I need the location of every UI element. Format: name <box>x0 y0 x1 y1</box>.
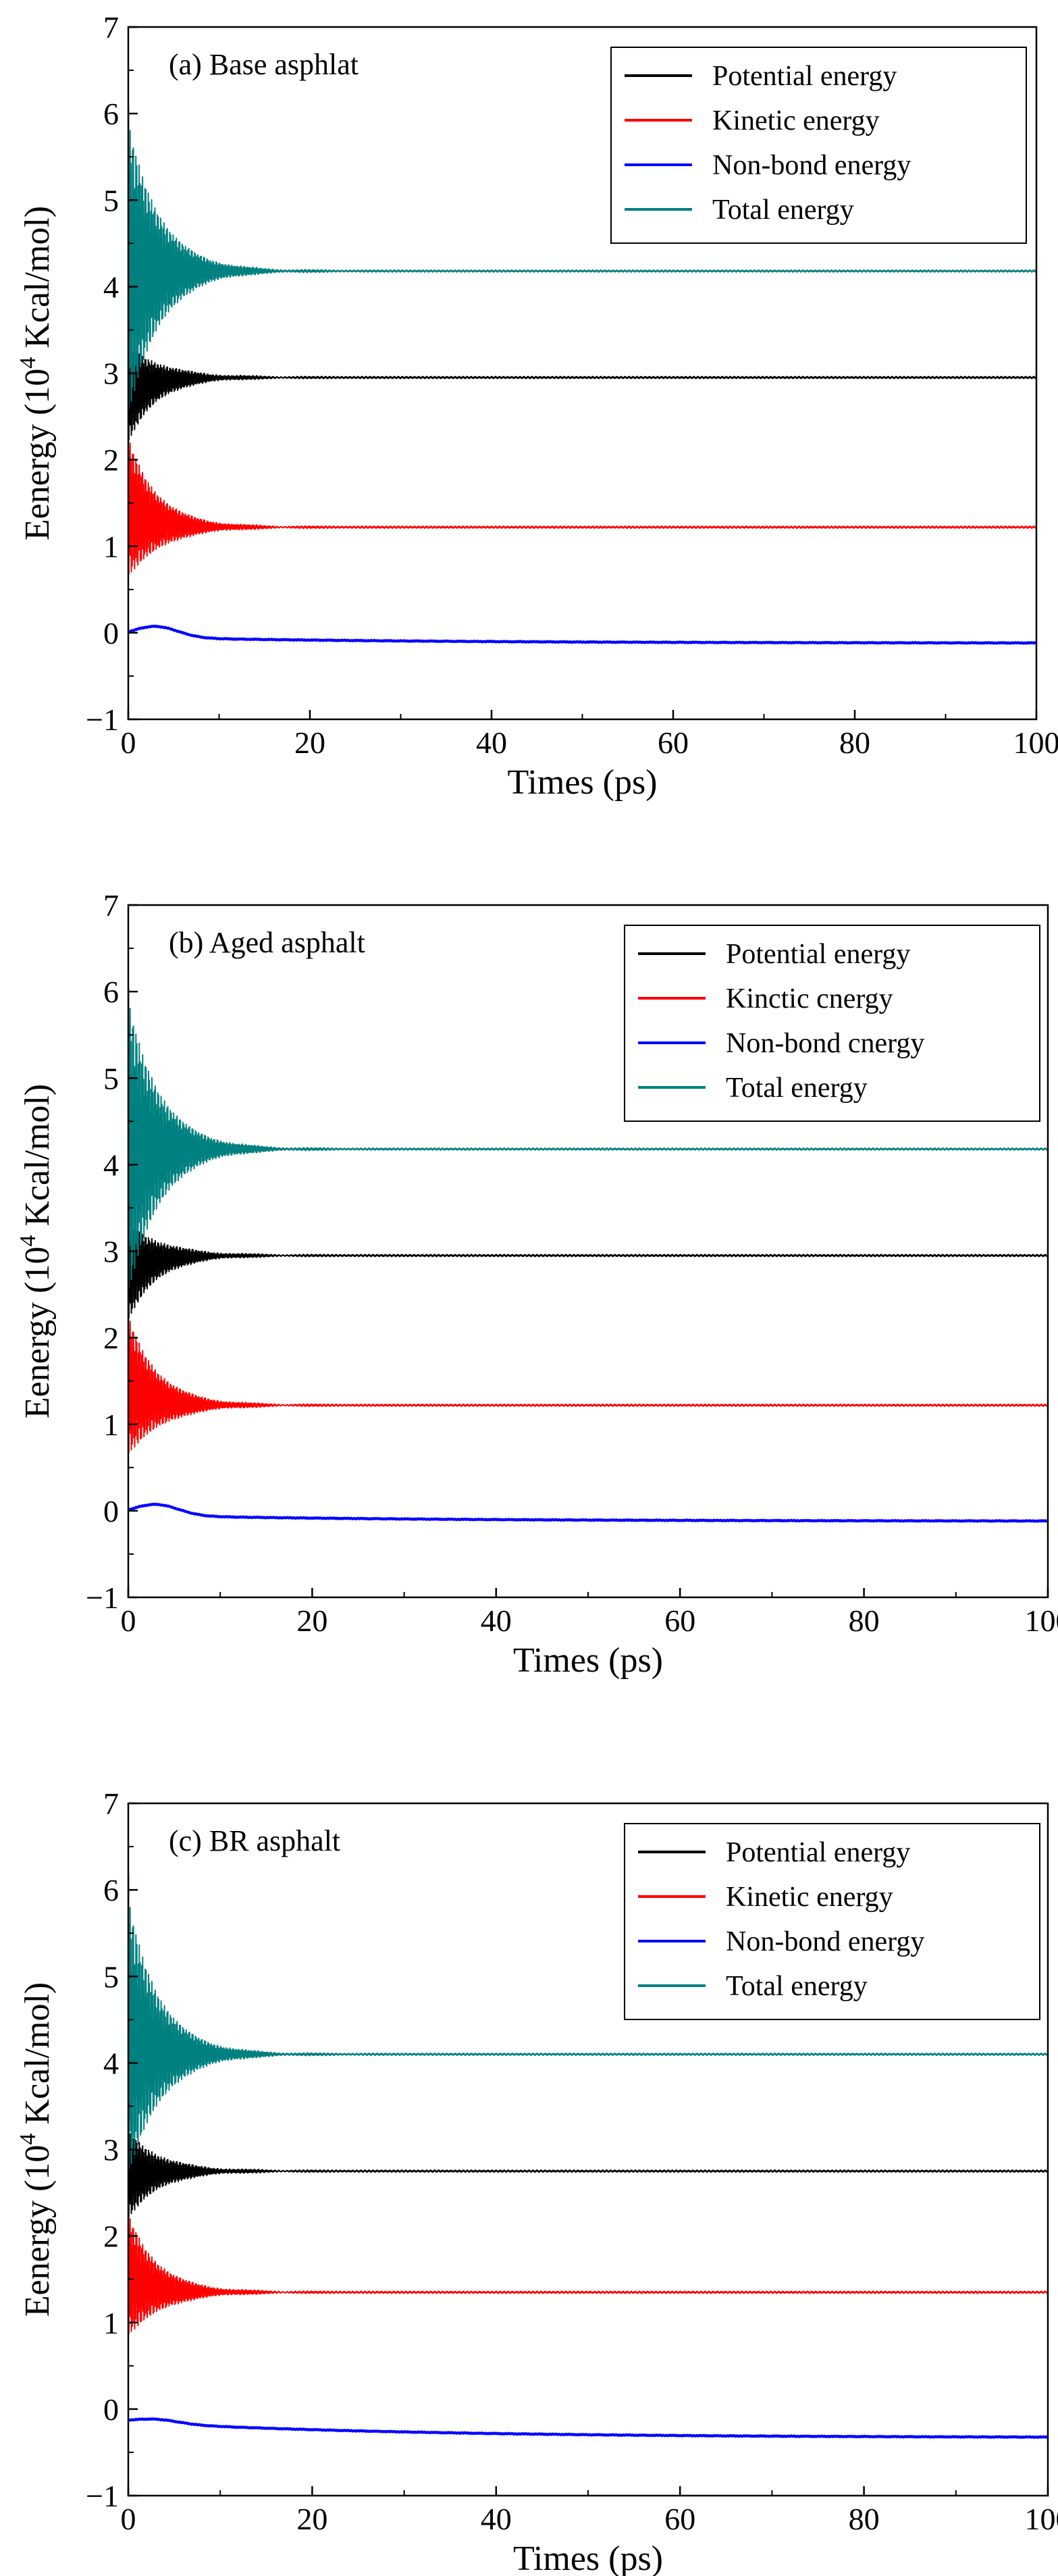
legend-entry: Total energy <box>726 1971 868 2002</box>
y-tick-label: 5 <box>103 1061 119 1096</box>
x-tick-label: 60 <box>664 2502 695 2536</box>
y-tick-label: 7 <box>103 888 119 923</box>
y-tick-label: 2 <box>103 2219 119 2254</box>
legend-entry: Kinetic energy <box>712 105 880 136</box>
series-line-non-bond-energy <box>128 624 1036 645</box>
y-axis-title: Eenergy (104 Kcal/mol) <box>16 206 57 540</box>
y-tick-label: 4 <box>103 269 119 304</box>
legend-entry: Total energy <box>712 195 854 226</box>
y-tick-label: 2 <box>103 443 119 478</box>
y-tick-label: 3 <box>103 2133 119 2167</box>
y-axis-title: Eenergy (104 Kcal/mol) <box>16 1084 57 1418</box>
y-tick-label: 4 <box>103 2046 119 2080</box>
y-axis-title-sup: 4 <box>16 357 41 369</box>
series-line-total-energy <box>128 1876 1048 2169</box>
panel-title: (b) Aged asphalt <box>169 926 365 959</box>
y-tick-label: −1 <box>86 2479 119 2513</box>
series-line-total-energy <box>128 986 1048 1288</box>
y-tick-label: 0 <box>103 616 119 650</box>
series-line-potential-energy <box>128 329 1036 441</box>
series-line-non-bond-cnergy <box>128 1502 1048 1523</box>
y-axis-title-post: Kcal/mol) <box>18 206 57 357</box>
series-line-potential-energy <box>128 2118 1048 2218</box>
x-tick-label: 100 <box>1013 725 1058 760</box>
legend-entry: Potential energy <box>712 61 897 92</box>
panel-title: (a) Base asphlat <box>169 48 359 81</box>
y-tick-label: 4 <box>103 1148 119 1182</box>
y-tick-label: 7 <box>103 1786 119 1821</box>
x-tick-label: 100 <box>1025 1603 1058 1638</box>
x-tick-label: 60 <box>658 725 689 760</box>
y-axis-title-sup: 4 <box>16 1235 41 1247</box>
x-tick-label: 60 <box>664 1603 695 1638</box>
legend: Potential energy Kinetic energy Non-bond e… <box>610 47 1027 244</box>
y-tick-label: 6 <box>103 1873 119 1907</box>
legend: Potential energy Kinctic cnergy Non-bond c… <box>624 925 1040 1122</box>
y-tick-label: 3 <box>103 357 119 391</box>
y-axis-title-post: Kcal/mol) <box>18 1982 57 2134</box>
y-axis-title-sup: 4 <box>16 2134 41 2145</box>
x-tick-label: 40 <box>481 1603 512 1638</box>
y-axis-title-post: Kcal/mol) <box>18 1084 57 1235</box>
y-tick-label: 1 <box>103 530 119 564</box>
y-tick-label: 5 <box>103 1959 119 1994</box>
series-line-kinetic-energy <box>128 2209 1048 2334</box>
legend: Potential energy Kinetic energy Non-bond e… <box>624 1823 1040 2020</box>
y-tick-label: 5 <box>103 183 119 217</box>
y-axis-title-pre: Eenergy (10 <box>18 2145 57 2317</box>
y-tick-label: 7 <box>103 10 119 45</box>
y-tick-label: 6 <box>103 97 119 131</box>
legend-entry: Non-bond energy <box>712 150 911 181</box>
x-tick-label: 40 <box>481 2502 512 2536</box>
x-tick-label: 20 <box>296 1603 327 1638</box>
legend-entry: Kinctic cnergy <box>726 983 893 1014</box>
series-group <box>128 986 1048 1523</box>
x-tick-label: 0 <box>121 1603 136 1638</box>
y-tick-label: 2 <box>103 1321 119 1356</box>
legend-entry: Non-bond energy <box>726 1926 924 1957</box>
series-group <box>128 108 1036 645</box>
x-tick-label: 20 <box>294 725 325 760</box>
legend-entry: Potential energy <box>726 1837 910 1868</box>
x-tick-label: 80 <box>849 1603 880 1638</box>
y-axis-title: Eenergy (104 Kcal/mol) <box>16 1982 57 2317</box>
x-tick-label: 80 <box>839 725 870 760</box>
series-line-total-energy <box>128 108 1036 410</box>
x-tick-label: 100 <box>1025 2502 1058 2536</box>
y-axis-title-pre: Eenergy (10 <box>18 1247 57 1419</box>
legend-entry: Potential energy <box>726 939 910 970</box>
y-tick-label: 1 <box>103 1408 119 1442</box>
y-tick-label: 0 <box>103 2392 119 2427</box>
x-axis-title: Times (ps) <box>507 763 657 802</box>
panel-title: (c) BR asphalt <box>169 1824 340 1857</box>
x-tick-label: 20 <box>296 2502 327 2536</box>
x-tick-label: 0 <box>121 2502 136 2536</box>
y-tick-label: 3 <box>103 1235 119 1269</box>
x-tick-label: 80 <box>849 2502 880 2536</box>
series-line-non-bond-energy <box>128 2417 1048 2440</box>
y-tick-label: −1 <box>86 1580 119 1615</box>
y-tick-label: 1 <box>103 2306 119 2340</box>
series-line-kinetic-energy <box>128 442 1036 575</box>
series-line-kinctic-cnergy <box>128 1320 1048 1453</box>
legend-entry: Total energy <box>726 1073 868 1104</box>
series-group <box>128 1876 1048 2440</box>
x-axis-title: Times (ps) <box>513 2540 663 2576</box>
x-tick-label: 0 <box>121 725 136 760</box>
y-tick-label: 6 <box>103 975 119 1009</box>
y-tick-label: 0 <box>103 1494 119 1528</box>
x-axis-title: Times (ps) <box>513 1641 663 1680</box>
series-line-potential-energy <box>128 1207 1048 1319</box>
legend-entry: Non-bond cnergy <box>726 1028 924 1059</box>
y-axis-title-pre: Eenergy (10 <box>18 369 57 541</box>
legend-entry: Kinetic energy <box>726 1882 893 1913</box>
y-tick-label: −1 <box>86 702 119 737</box>
x-tick-label: 40 <box>476 725 507 760</box>
